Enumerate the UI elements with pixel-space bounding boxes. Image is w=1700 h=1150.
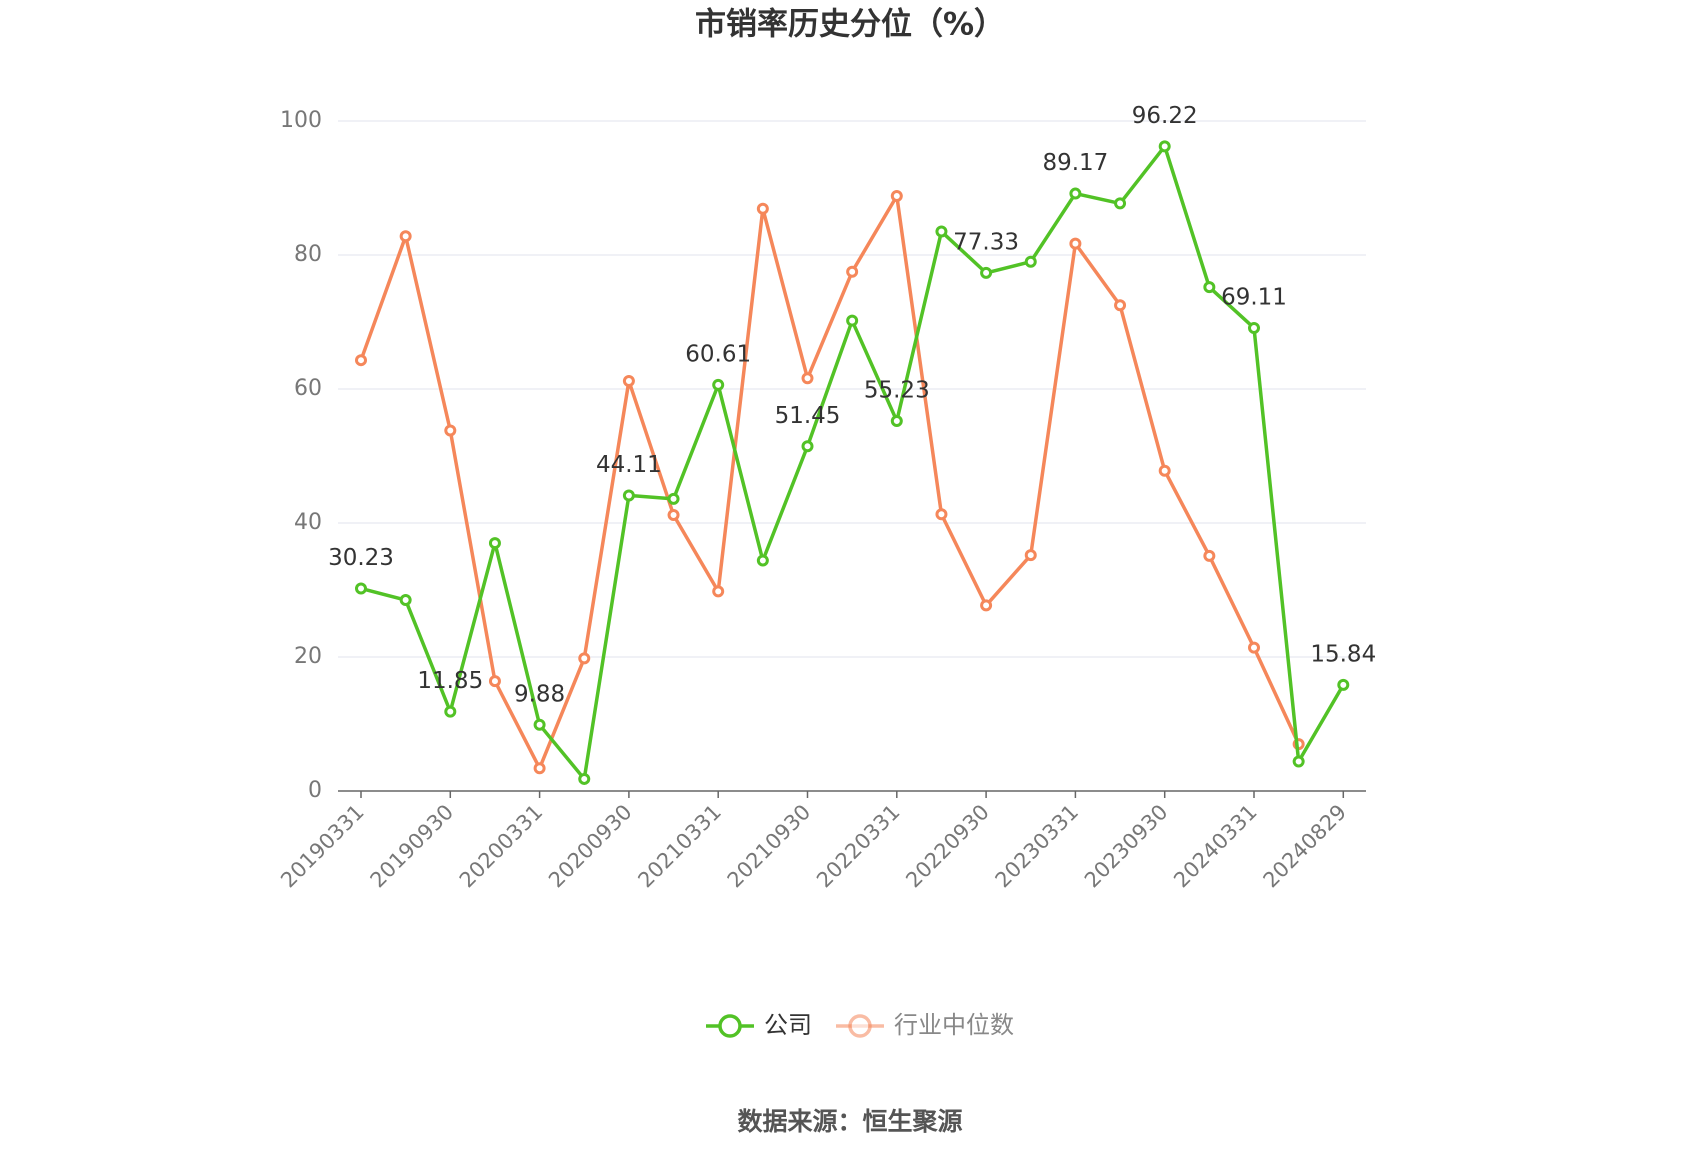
point — [399, 594, 412, 607]
point — [1114, 299, 1127, 312]
data-label: 30.23 — [328, 545, 394, 571]
point — [712, 378, 725, 391]
point — [801, 440, 814, 453]
data-label: 77.33 — [953, 229, 1019, 255]
point — [622, 374, 635, 387]
x-tick-label: 20200930 — [544, 800, 637, 893]
data-label: 60.61 — [685, 341, 751, 367]
point — [1024, 255, 1037, 268]
point — [1203, 281, 1216, 294]
point — [1069, 237, 1082, 250]
legend-marker — [848, 1014, 872, 1038]
point — [355, 354, 367, 367]
point — [1292, 755, 1305, 768]
data-label: 89.17 — [1042, 150, 1108, 176]
point — [578, 652, 591, 665]
data-label: 96.22 — [1132, 103, 1198, 129]
point — [890, 190, 903, 203]
point — [488, 675, 501, 688]
legend-item: 行业中位数 — [836, 1011, 1014, 1039]
point — [756, 554, 769, 567]
point — [1203, 549, 1216, 562]
point — [756, 202, 769, 215]
point — [980, 266, 993, 279]
y-tick-label: 20 — [294, 644, 322, 669]
point — [488, 537, 501, 550]
point — [533, 718, 546, 731]
x-tick-label: 20230930 — [1080, 800, 1173, 893]
data-label: 69.11 — [1221, 284, 1287, 310]
point — [1337, 678, 1350, 691]
x-tick-label: 20230331 — [991, 800, 1084, 893]
series-line — [359, 194, 1301, 770]
point — [890, 414, 903, 427]
legend-marker — [718, 1014, 742, 1038]
data-label: 55.23 — [864, 377, 930, 403]
point — [578, 772, 591, 785]
point — [712, 585, 725, 598]
point — [667, 492, 680, 505]
y-tick-label: 60 — [294, 376, 322, 401]
point — [801, 372, 814, 385]
data-label: 9.88 — [514, 681, 565, 707]
point — [1158, 140, 1171, 153]
point — [846, 265, 859, 278]
point — [846, 314, 859, 327]
y-tick-label: 0 — [308, 778, 322, 803]
point — [1024, 549, 1037, 562]
x-tick-label: 20190331 — [276, 800, 369, 893]
x-tick-label: 20210930 — [723, 800, 816, 893]
legend-label: 公司 — [764, 1011, 812, 1039]
point — [667, 508, 680, 521]
point — [533, 762, 546, 775]
point — [1158, 464, 1171, 477]
data-label: 15.84 — [1310, 641, 1376, 667]
x-tick-label: 20220331 — [812, 800, 905, 893]
data-label: 11.85 — [417, 668, 483, 694]
point — [355, 582, 367, 595]
point — [1248, 641, 1260, 654]
y-tick-label: 40 — [294, 510, 322, 535]
point — [399, 230, 412, 243]
data-label: 51.45 — [775, 403, 841, 429]
x-tick-label: 20220930 — [901, 800, 994, 893]
point — [444, 705, 457, 718]
chart-title: 市销率历史分位（%） — [695, 7, 1005, 43]
x-tick-label: 20210331 — [633, 800, 726, 893]
point — [444, 424, 457, 437]
point — [622, 489, 635, 502]
x-tick-label: 20200331 — [455, 800, 548, 893]
source: 数据来源：恒生聚源 — [737, 1107, 962, 1136]
series-line — [360, 144, 1345, 781]
legend-label: 行业中位数 — [894, 1011, 1014, 1039]
point — [1248, 321, 1260, 334]
x-tick-label: 20240829 — [1259, 800, 1352, 893]
x-tick-label: 20240331 — [1169, 800, 1262, 893]
point — [1069, 187, 1082, 200]
data-label: 44.11 — [596, 452, 662, 478]
x-tick-label: 20190930 — [366, 800, 459, 893]
y-tick-label: 80 — [294, 242, 322, 267]
y-tick-label: 100 — [280, 108, 322, 133]
point — [935, 225, 948, 238]
point — [1114, 197, 1127, 210]
point — [980, 599, 993, 612]
legend-item: 公司 — [706, 1011, 812, 1039]
point — [935, 508, 948, 521]
